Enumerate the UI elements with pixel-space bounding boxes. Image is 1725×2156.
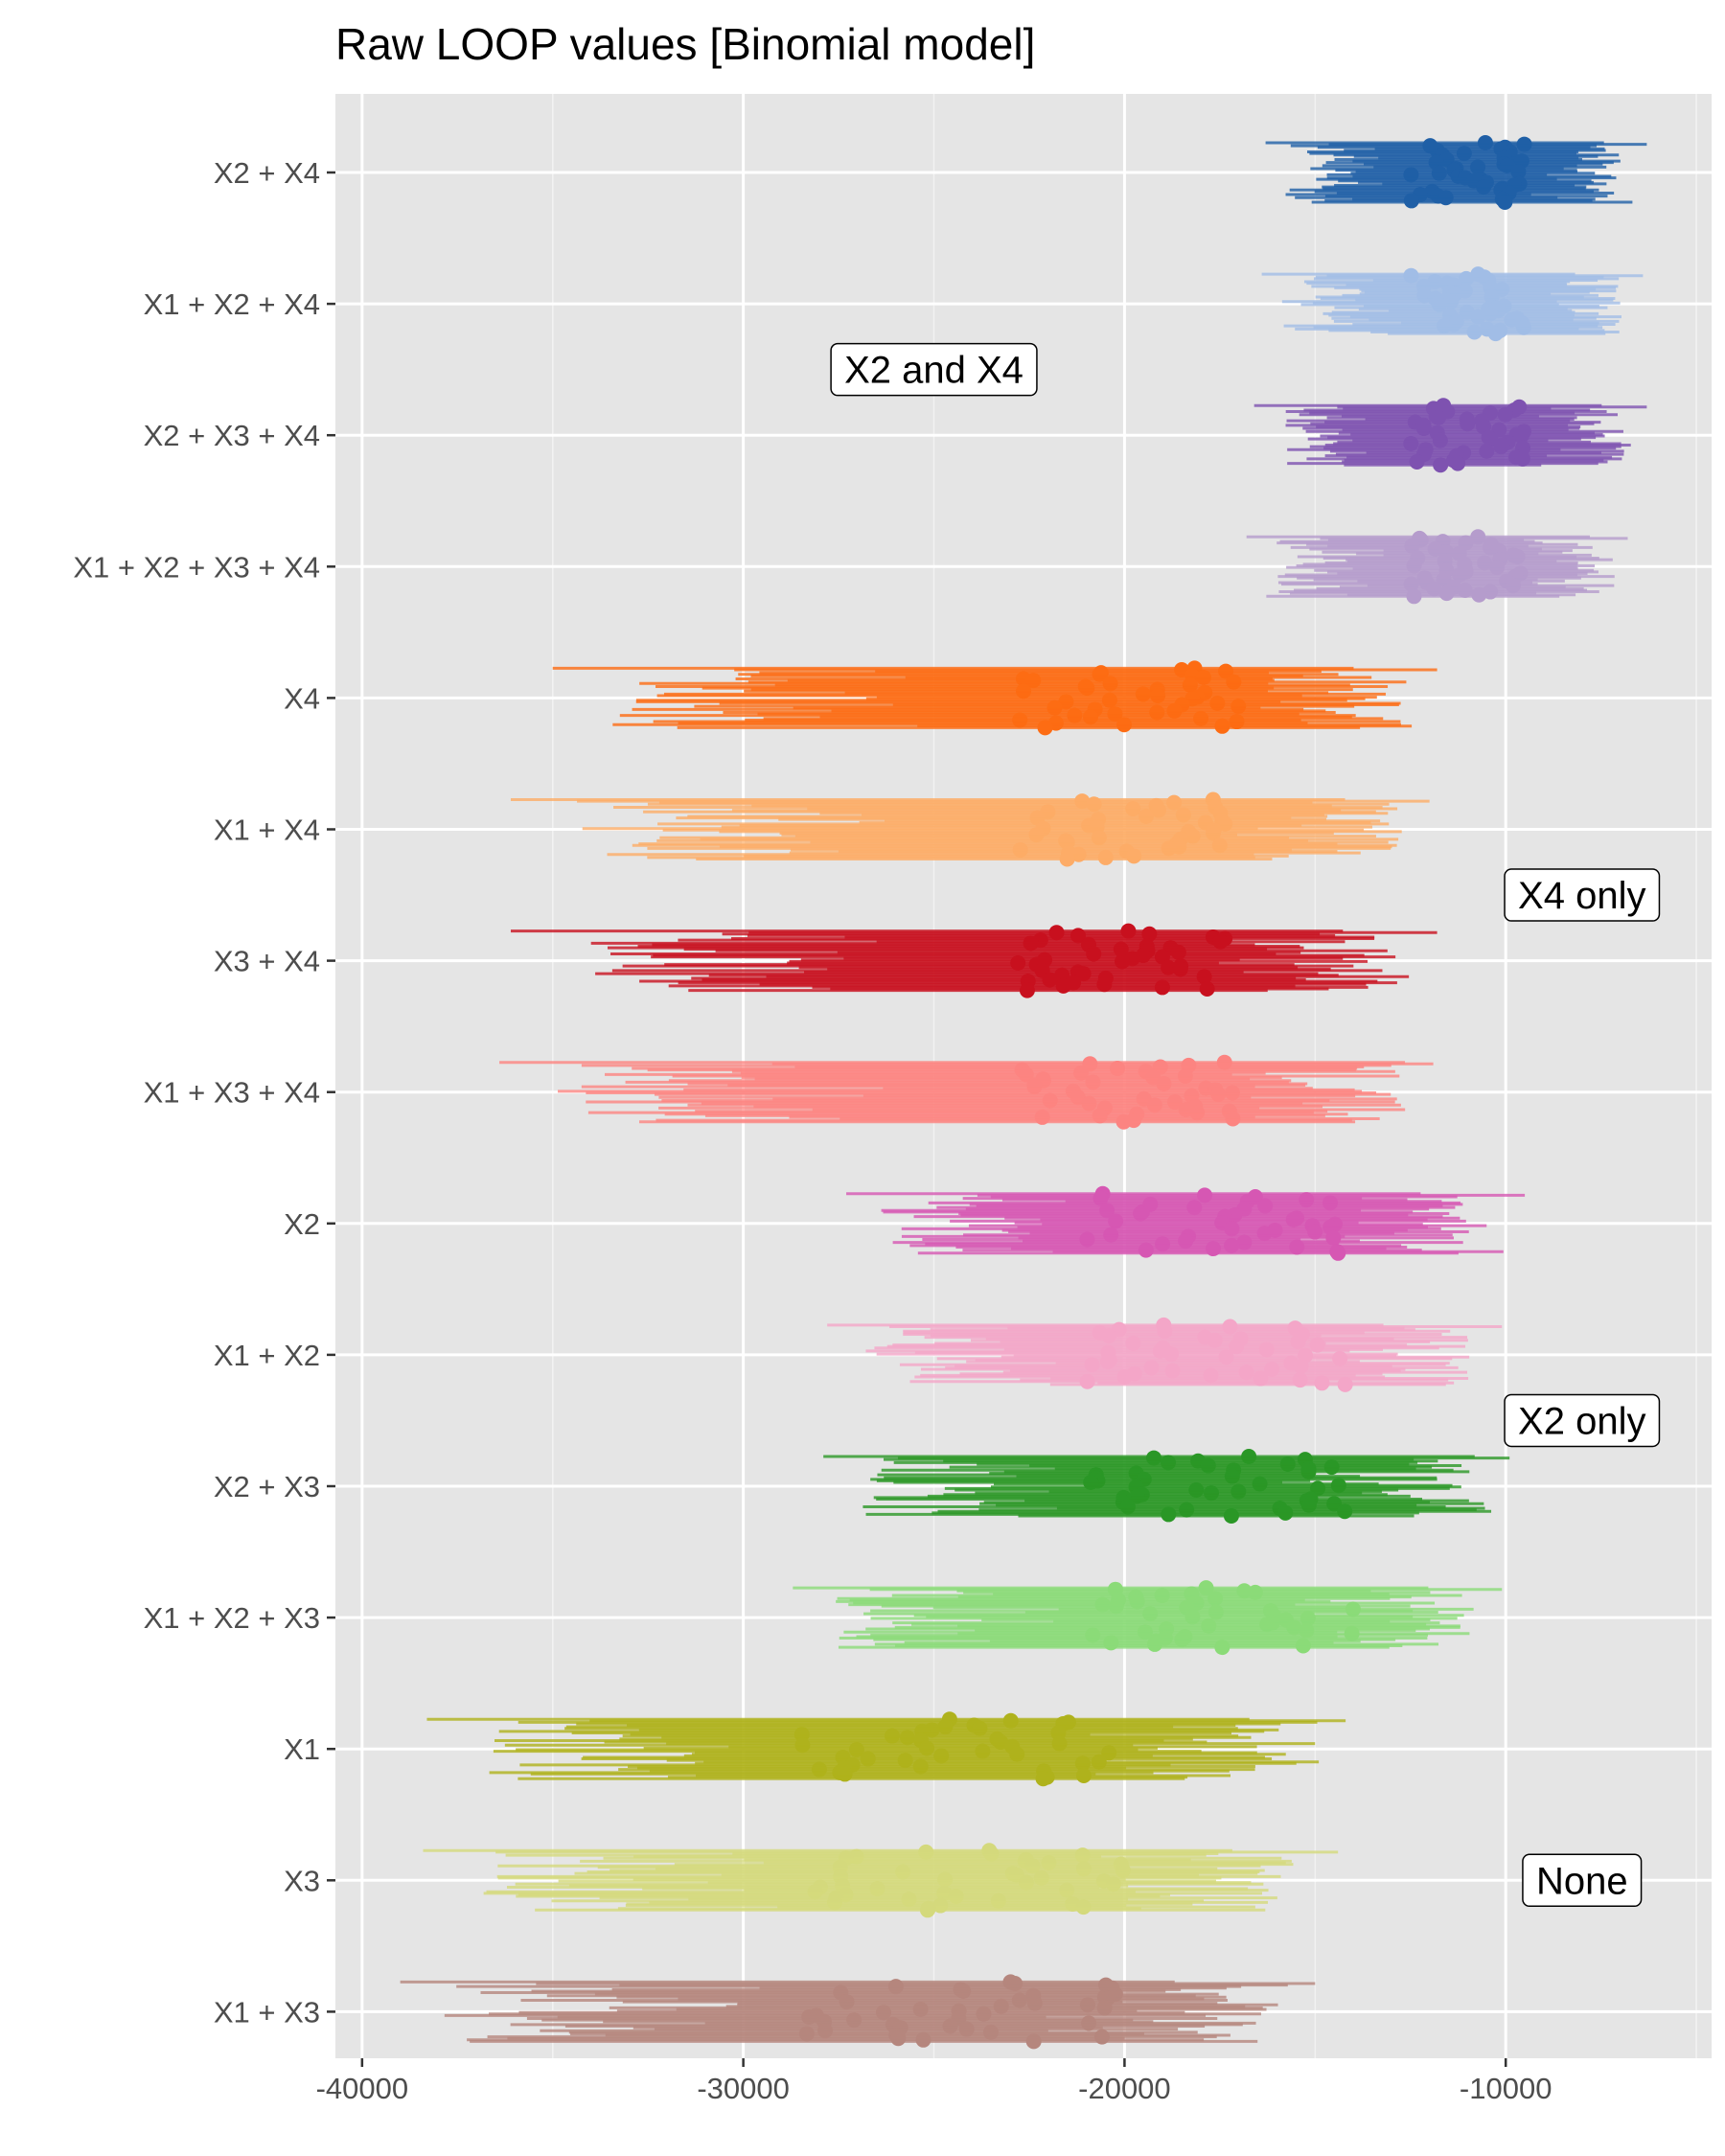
y-tick-label: X3 + X4 [214, 945, 320, 978]
annotation-label: None [1522, 1853, 1643, 1908]
annotation-box [1522, 1853, 1643, 1908]
annotation-box [830, 342, 1038, 397]
annotation-label: X4 only [1504, 868, 1661, 922]
interval-point [1138, 1242, 1154, 1258]
interval-series [400, 135, 1647, 2050]
interval-point [1035, 1771, 1051, 1787]
interval-point [1330, 1245, 1346, 1261]
series-x3 [423, 1843, 1339, 1918]
interval-point [1471, 586, 1487, 603]
annotation-box [1504, 1393, 1661, 1448]
interval-point [1116, 717, 1133, 733]
interval-point [1497, 195, 1513, 210]
interval-point [1019, 982, 1035, 998]
series-x1-x2-x4 [1261, 266, 1644, 342]
y-tick-label: X1 + X4 [214, 814, 320, 847]
interval-point [915, 2031, 932, 2048]
y-tick-label: X1 + X3 + X4 [144, 1076, 320, 1110]
interval-point [1337, 1376, 1353, 1392]
annotation-label: X2 and X4 [830, 342, 1038, 397]
series-x1 [426, 1711, 1346, 1787]
interval-point [1295, 1638, 1311, 1654]
x-tick-label: -20000 [1078, 2072, 1171, 2105]
series-x1-x2-x3 [793, 1580, 1503, 1656]
interval-point [1037, 720, 1053, 736]
series-x1-x4 [510, 791, 1430, 867]
interval-point [1075, 1899, 1092, 1915]
interval-point [1466, 324, 1483, 340]
annotation-text: X2 and X4 [844, 350, 1024, 392]
annotation-label: X2 only [1504, 1393, 1661, 1448]
interval-point [1126, 848, 1142, 864]
interval-point [1025, 2033, 1042, 2050]
y-tick-label: X1 + X2 + X3 + X4 [73, 550, 320, 584]
series-x1-x2-x3-x4 [1246, 529, 1628, 605]
y-tick-label: X1 + X2 [214, 1339, 320, 1372]
interval-point [919, 1902, 935, 1918]
annotation-text: None [1536, 1860, 1628, 1902]
interval-point [1225, 1111, 1241, 1127]
interval-point [1450, 455, 1466, 471]
interval-point [1409, 454, 1425, 470]
series-x3-x4 [510, 923, 1438, 998]
y-tick-label: X2 + X4 [214, 156, 320, 190]
interval-point [1214, 718, 1230, 734]
series-x2 [846, 1185, 1526, 1261]
interval-point [1059, 851, 1075, 867]
series-x1-x3-x4 [499, 1054, 1434, 1130]
series-x2-x3 [823, 1449, 1510, 1524]
interval-point [1406, 588, 1422, 605]
interval-point [1487, 326, 1504, 342]
y-tick-label: X2 + X3 [214, 1470, 320, 1503]
interval-point [1314, 1375, 1330, 1391]
interval-point [1433, 457, 1449, 473]
y-tick-label: X4 [284, 681, 320, 715]
interval-point [890, 2030, 907, 2047]
y-tick-label: X2 [284, 1207, 320, 1241]
x-tick-label: -10000 [1460, 2072, 1552, 2105]
interval-point [1146, 1636, 1162, 1652]
y-tick-label: X1 + X2 + X4 [144, 287, 320, 321]
y-tick-label: X3 [284, 1864, 320, 1897]
annotation-box [1504, 868, 1661, 922]
interval-point [1214, 1640, 1230, 1656]
annotation-text: X4 only [1518, 875, 1645, 917]
interval-point [1154, 979, 1170, 996]
interval-point [1116, 1113, 1132, 1130]
interval-point [1079, 1373, 1095, 1389]
interval-point [1199, 981, 1215, 998]
series-x1-x3 [400, 1974, 1316, 2050]
interval-point [1403, 193, 1419, 209]
chart-title: Raw LOOP values [Binomial model] [335, 19, 1035, 69]
interval-point [1223, 1508, 1239, 1524]
y-tick-label: X1 [284, 1732, 320, 1766]
y-tick-label: X2 + X3 + X4 [144, 419, 320, 452]
interval-point [1161, 1506, 1177, 1523]
interval-point [1075, 1768, 1092, 1784]
series-x2-x3-x4 [1254, 398, 1647, 473]
annotation-text: X2 only [1518, 1400, 1645, 1442]
interval-point [1277, 1504, 1294, 1521]
y-tick-label: X1 + X3 [214, 1995, 320, 2029]
interval-point [1438, 585, 1455, 602]
y-axis: X2 + X4 X1 + X2 + X4 X2 + X3 + X4 X1 + X2 +… [73, 156, 335, 2029]
annotations: X2 and X4 X4 only X2 only None [830, 342, 1661, 1908]
x-tick-label: -30000 [697, 2072, 790, 2105]
y-tick-label: X1 + X2 + X3 [144, 1601, 320, 1635]
series-x4 [552, 660, 1438, 736]
interval-point [1097, 849, 1114, 865]
series-x1-x2 [827, 1317, 1503, 1392]
x-axis: -40000 -30000 -20000 -10000 [316, 2058, 1552, 2105]
x-tick-label: -40000 [316, 2072, 409, 2105]
series-x2-x4 [1265, 135, 1647, 210]
